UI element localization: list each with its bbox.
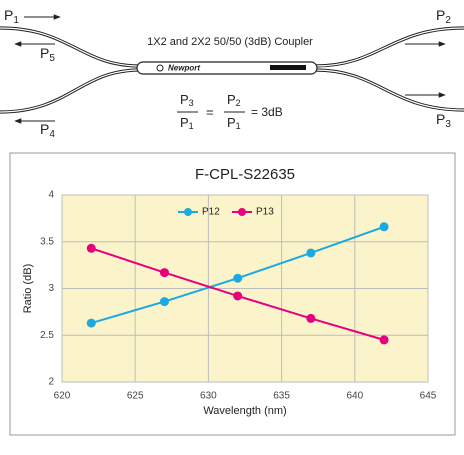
logo-icon [156,64,164,72]
logo: Newport [168,64,200,73]
x-tick-label: 630 [200,391,217,402]
x-tick-label: 620 [54,391,71,402]
data-point [379,222,389,232]
data-point [86,318,96,328]
port-label: P4 [40,121,55,140]
y-axis-label: Ratio (dB) [22,264,34,314]
y-tick-label: 2.5 [40,330,54,341]
data-point [306,248,316,258]
y-tick-label: 2 [48,377,54,388]
arrows [14,14,446,124]
data-point [233,291,243,301]
diagram-title: 1X2 and 2X2 50/50 (3dB) Coupler [147,36,313,48]
data-point [159,268,169,278]
svg-text:P3: P3 [180,92,194,108]
coupler-diagram: Newport 1X2 and 2X2 50/50 (3dB) Coupler … [0,7,464,140]
svg-text:=: = [206,104,214,119]
svg-text:= 3dB: = 3dB [251,105,283,119]
x-tick-label: 645 [420,391,437,402]
svg-text:P1: P1 [227,115,241,131]
y-tick-label: 4 [48,190,54,201]
x-axis-label: Wavelength (nm) [203,405,286,417]
x-tick-label: 635 [273,391,290,402]
port-label: P5 [40,45,55,64]
x-tick-label: 640 [346,391,363,402]
data-point [86,243,96,253]
legend-label: P13 [256,207,274,218]
data-point [379,335,389,345]
data-point [159,297,169,307]
port-label: P3 [436,111,451,130]
svg-text:P2: P2 [227,92,241,108]
data-point [306,313,316,323]
legend-marker [238,208,246,216]
port-label: P1 [4,7,19,26]
y-tick-label: 3.5 [40,236,54,247]
chart: 2 2.5 3 3.5 4 620 625 630 635 640 645 F-CPL-S22635 W… [22,166,437,417]
chart-title: F-CPL-S22635 [195,166,295,183]
data-point [233,273,243,283]
port-label: P2 [436,7,451,26]
coupler-band [270,65,306,70]
svg-text:P1: P1 [180,115,194,131]
x-tick-label: 625 [127,391,144,402]
legend-label: P12 [202,207,220,218]
legend-marker [184,208,192,216]
y-tick-label: 3 [48,283,54,294]
equation: P3 P1 = P2 P1 = 3dB [177,92,283,131]
